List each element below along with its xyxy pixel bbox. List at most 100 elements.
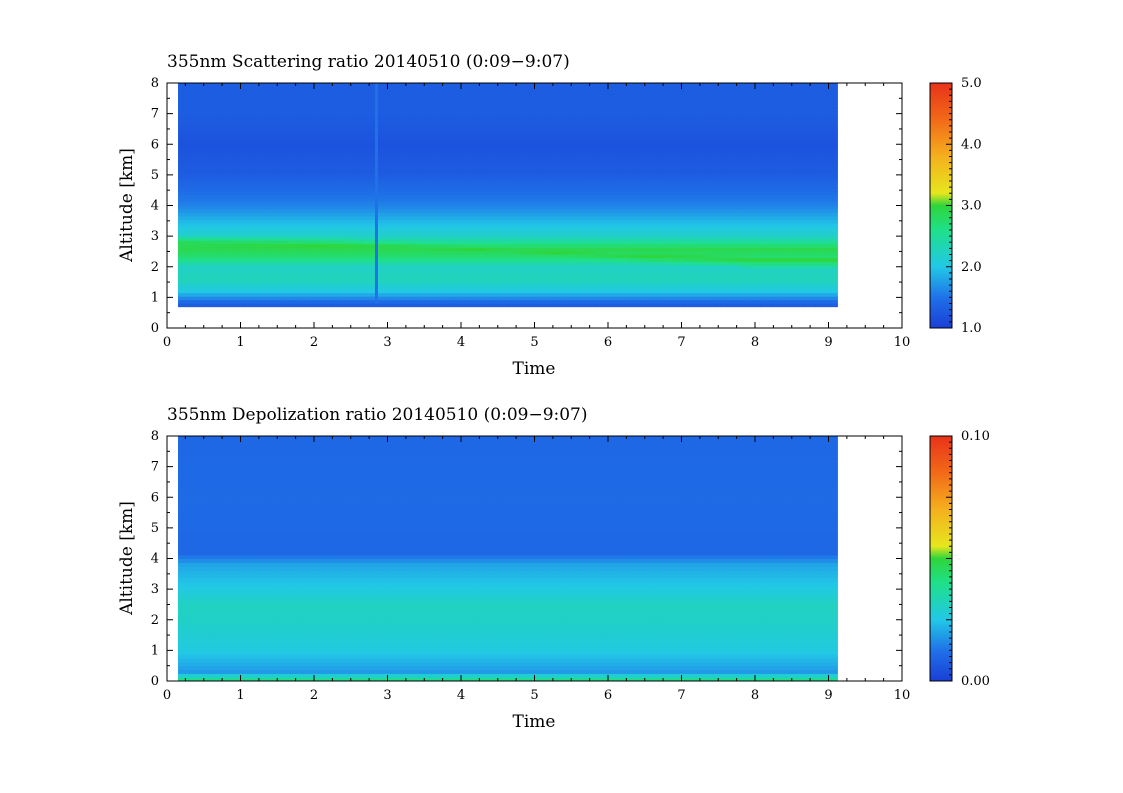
heatmap-cell <box>518 89 531 95</box>
heatmap-cell <box>210 89 223 95</box>
heatmap-cell <box>793 163 805 168</box>
heatmap-cell <box>760 180 772 185</box>
heatmap-cell <box>200 271 212 276</box>
heatmap-cell <box>507 177 520 182</box>
heatmap-cell <box>265 184 278 189</box>
heatmap-cell <box>760 303 772 308</box>
heatmap-cell <box>628 215 641 220</box>
heatmap-cell <box>320 527 333 533</box>
heatmap-cell <box>276 646 289 651</box>
heatmap-cell <box>782 212 794 217</box>
heatmap-cell <box>287 247 300 252</box>
heatmap-cell <box>178 208 190 213</box>
heatmap-cell <box>441 114 454 119</box>
heatmap-cell <box>353 180 366 185</box>
heatmap-cell <box>716 271 729 276</box>
heatmap-cell <box>265 124 278 130</box>
heatmap-cell <box>793 135 805 140</box>
heatmap-cell <box>793 292 805 297</box>
heatmap-cell <box>661 226 674 231</box>
heatmap-cell <box>276 107 289 112</box>
heatmap-cell <box>749 278 761 283</box>
heatmap-cell <box>287 184 300 189</box>
heatmap-cell <box>200 222 212 227</box>
heatmap-cell <box>309 474 322 479</box>
heatmap-cell <box>243 612 256 617</box>
heatmap-cell <box>320 121 333 126</box>
heatmap-cell <box>386 86 399 91</box>
heatmap-cell <box>375 121 388 126</box>
heatmap-cell <box>738 198 751 203</box>
heatmap-cell <box>375 159 388 164</box>
heatmap-cell <box>639 145 652 150</box>
heatmap-cell <box>639 212 652 217</box>
heatmap-cell <box>749 103 761 109</box>
heatmap-cell <box>221 219 234 224</box>
heatmap-cell <box>189 124 201 130</box>
heatmap-cell <box>694 145 707 150</box>
heatmap-cell <box>232 661 245 667</box>
heatmap-cell <box>430 268 443 273</box>
heatmap-cell <box>573 236 586 241</box>
heatmap-cell <box>529 271 542 276</box>
heatmap-cell <box>705 156 718 161</box>
heatmap-cell <box>474 173 487 178</box>
heatmap-cell <box>738 247 751 252</box>
heatmap-cell <box>551 261 564 266</box>
heatmap-cell <box>452 271 465 276</box>
heatmap-cell <box>210 229 223 234</box>
heatmap-cell <box>771 233 783 238</box>
heatmap-cell <box>386 166 399 171</box>
heatmap-cell <box>584 268 597 273</box>
heatmap-cell <box>189 89 201 95</box>
heatmap-cell <box>243 619 256 625</box>
heatmap-cell <box>276 103 289 109</box>
heatmap-cell <box>232 497 245 502</box>
heatmap-cell <box>221 573 234 579</box>
heatmap-cell <box>200 152 212 157</box>
heatmap-cell <box>441 86 454 91</box>
heatmap-cell <box>738 299 751 304</box>
heatmap-cell <box>221 455 234 460</box>
heatmap-cell <box>309 673 322 678</box>
heatmap-cell <box>474 233 487 238</box>
heatmap-cell <box>782 131 794 136</box>
heatmap-cell <box>221 543 234 548</box>
heatmap-cell <box>419 208 432 213</box>
heatmap-cell <box>804 184 816 189</box>
heatmap-cell <box>189 152 201 157</box>
heatmap-cell <box>287 100 300 105</box>
heatmap-cell <box>200 501 212 506</box>
heatmap-cell <box>189 114 201 119</box>
heatmap-cell <box>430 110 443 116</box>
heatmap-cell <box>463 128 476 133</box>
heatmap-cell <box>298 547 311 552</box>
heatmap-cell <box>386 212 399 217</box>
heatmap-cell <box>551 222 564 227</box>
heatmap-cell <box>507 303 520 308</box>
heatmap-cell <box>331 299 344 304</box>
heatmap-cell <box>210 222 223 227</box>
heatmap-cell <box>200 650 212 655</box>
heatmap-cell <box>243 604 256 609</box>
heatmap-cell <box>210 117 223 123</box>
heatmap-cell <box>529 289 542 294</box>
heatmap-cell <box>210 673 223 678</box>
heatmap-cell <box>200 661 212 667</box>
heatmap-cell <box>826 191 838 196</box>
heatmap-cell <box>573 142 586 147</box>
heatmap-cell <box>232 646 245 651</box>
heatmap-cell <box>287 439 300 445</box>
heatmap-cell <box>189 466 201 472</box>
heatmap-cell <box>364 135 377 140</box>
heatmap-cell <box>287 271 300 276</box>
heatmap-cell <box>573 187 586 192</box>
heatmap-cell <box>716 135 729 140</box>
heatmap-cell <box>804 100 816 105</box>
heatmap-cell <box>540 135 553 140</box>
heatmap-cell <box>243 100 256 105</box>
heatmap-cell <box>254 180 267 185</box>
heatmap-cell <box>760 208 772 213</box>
heatmap-cell <box>309 268 322 273</box>
heatmap-cell <box>617 264 630 269</box>
